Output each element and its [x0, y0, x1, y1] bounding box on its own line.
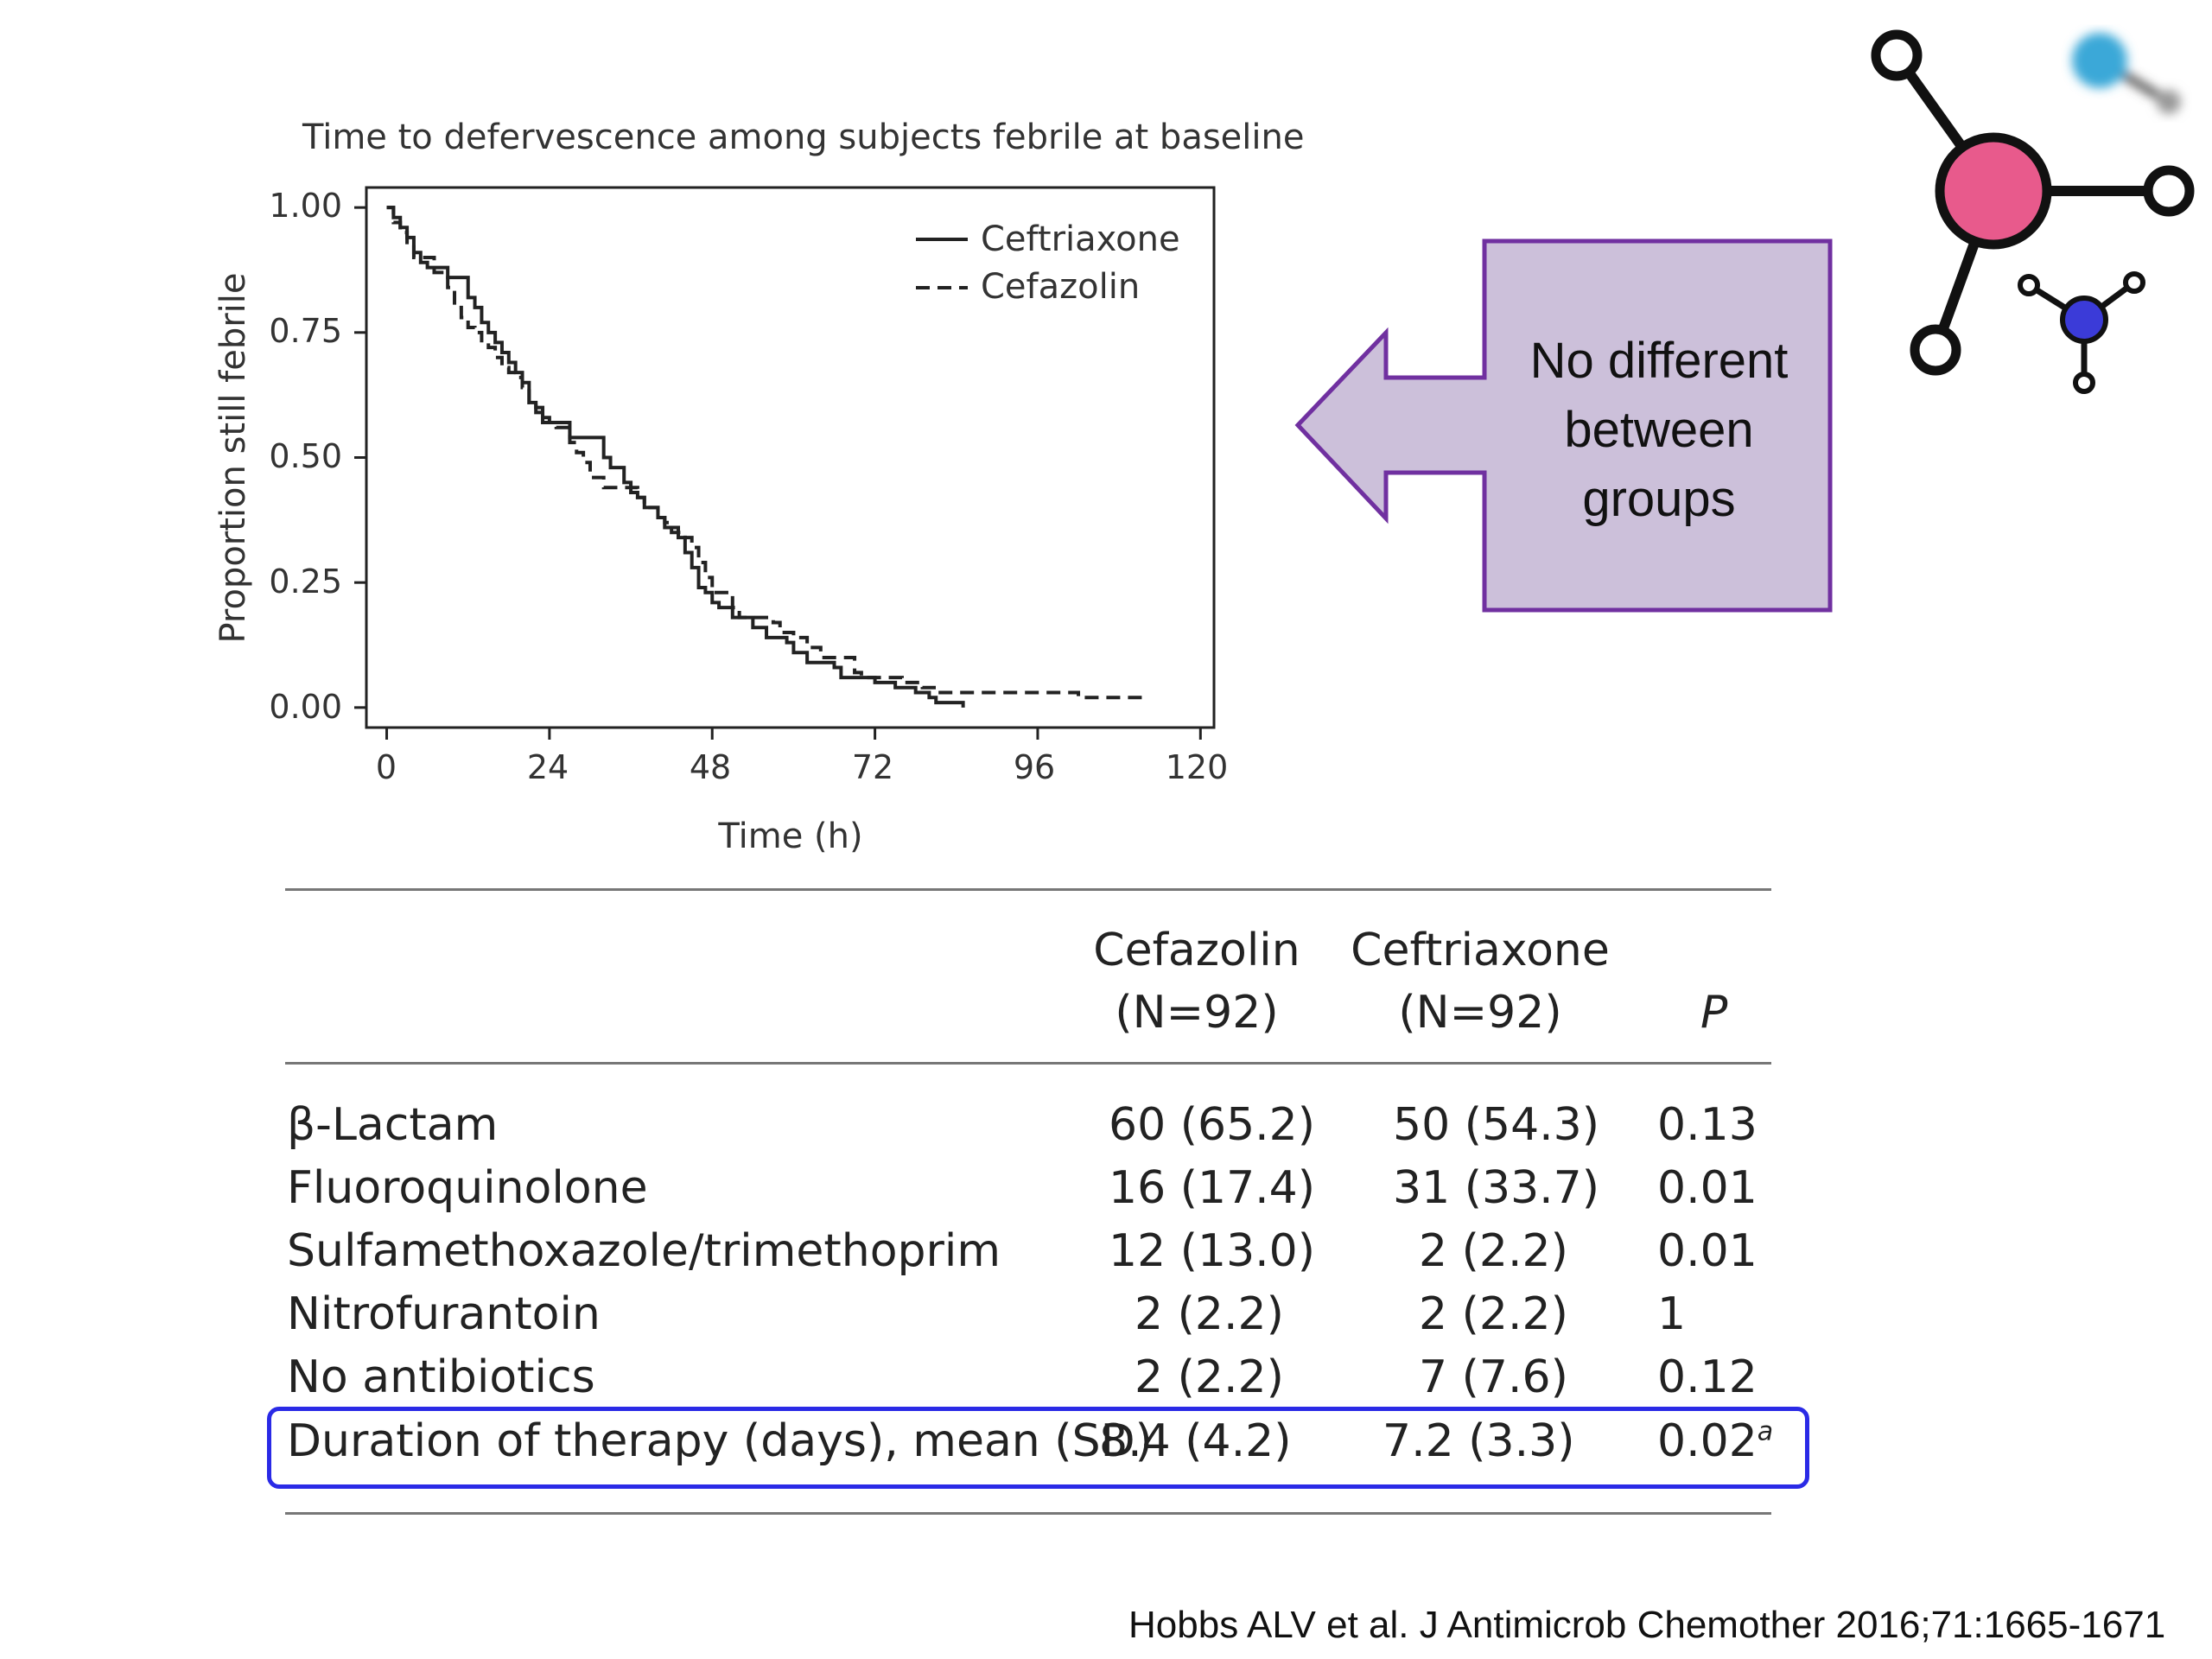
chart-title: Time to defervescence among subjects feb…	[302, 118, 1305, 157]
row-label-duration: Duration of therapy (days), mean (SD)	[287, 1415, 1153, 1467]
y-tick-marks	[354, 206, 366, 709]
cell-p-duration: 0.02a	[1657, 1415, 1773, 1467]
callout-line: No different	[1529, 333, 1789, 389]
highlight-box	[267, 1407, 1809, 1489]
cell-cefazolin: 60 (65.2)	[1109, 1099, 1316, 1151]
legend-label-ceftriaxone: Ceftriaxone	[981, 219, 1180, 259]
y-tick-label: 0.00	[269, 688, 342, 726]
cell-ceftriaxone: 2 (2.2)	[1419, 1225, 1568, 1277]
cell-cefazolin: 16 (17.4)	[1109, 1162, 1316, 1214]
cell-p: 1	[1657, 1288, 1687, 1340]
col-header-cefazolin: Cefazolin	[1093, 925, 1300, 976]
cell-ceftriaxone: 50 (54.3)	[1393, 1099, 1600, 1151]
row-label: Sulfamethoxazole/trimethoprim	[287, 1225, 1001, 1277]
x-tick-label: 48	[689, 748, 732, 786]
citation: Hobbs ALV et al. J Antimicrob Chemother …	[1128, 1604, 2166, 1646]
cell-ceftriaxone: 31 (33.7)	[1393, 1162, 1600, 1214]
p-value: 0.02	[1657, 1415, 1758, 1467]
x-tick-label: 96	[1013, 748, 1056, 786]
x-tick-label: 24	[526, 748, 569, 786]
table-top-rule	[285, 888, 1771, 891]
cell-ceftriaxone: 7 (7.6)	[1419, 1351, 1568, 1403]
cell-cefazolin-duration: 8.4 (4.2)	[1099, 1415, 1292, 1467]
y-tick-label: 0.75	[269, 312, 342, 350]
callout-line: between	[1564, 402, 1754, 458]
atom-small	[2143, 165, 2195, 217]
cell-p: 0.13	[1657, 1099, 1758, 1151]
y-tick-label: 1.00	[269, 187, 342, 225]
molecule-icon	[1871, 29, 2195, 394]
col-header-ceftriaxone-n: (N=92)	[1398, 987, 1562, 1039]
atom-blurred	[2072, 33, 2181, 114]
cell-cefazolin: 2 (2.2)	[1135, 1288, 1284, 1340]
x-axis-label: Time (h)	[718, 817, 863, 856]
p-superscript: a	[1757, 1416, 1774, 1447]
km-curve-cefazolin	[386, 206, 1147, 700]
km-series-group	[386, 206, 1147, 708]
col-header-ceftriaxone: Ceftriaxone	[1351, 925, 1610, 976]
cell-p: 0.12	[1657, 1351, 1758, 1403]
x-tick-marks	[385, 728, 1202, 740]
cell-p: 0.01	[1657, 1162, 1758, 1214]
y-tick-label: 0.50	[269, 437, 342, 475]
callout-line: groups	[1582, 471, 1736, 527]
table-header-rule	[285, 1062, 1771, 1065]
col-header-p: P	[1700, 987, 1728, 1039]
callout-text: No different between groups	[1486, 327, 1832, 534]
cell-cefazolin: 12 (13.0)	[1109, 1225, 1316, 1277]
x-tick-label: 72	[851, 748, 894, 786]
cell-cefazolin: 2 (2.2)	[1135, 1351, 1284, 1403]
atom-small	[1910, 324, 1961, 376]
atom-blue	[2060, 296, 2108, 344]
row-label: Nitrofurantoin	[287, 1288, 601, 1340]
table-bottom-rule	[285, 1512, 1771, 1515]
atom-center	[1935, 132, 2052, 250]
cell-p: 0.01	[1657, 1225, 1758, 1277]
cell-ceftriaxone-duration: 7.2 (3.3)	[1382, 1415, 1575, 1467]
row-label: β-Lactam	[287, 1099, 499, 1151]
callout-shape	[1294, 238, 1833, 613]
legend-label-cefazolin: Cefazolin	[981, 267, 1141, 307]
row-label: No antibiotics	[287, 1351, 595, 1403]
km-curve-ceftriaxone	[386, 206, 965, 708]
col-header-cefazolin-n: (N=92)	[1115, 987, 1279, 1039]
cell-ceftriaxone: 2 (2.2)	[1419, 1288, 1568, 1340]
atom-small	[1871, 29, 1923, 81]
x-tick-label: 0	[375, 748, 397, 786]
y-tick-label: 0.25	[269, 563, 342, 601]
x-tick-label: 120	[1165, 748, 1229, 786]
row-label: Fluoroquinolone	[287, 1162, 648, 1214]
